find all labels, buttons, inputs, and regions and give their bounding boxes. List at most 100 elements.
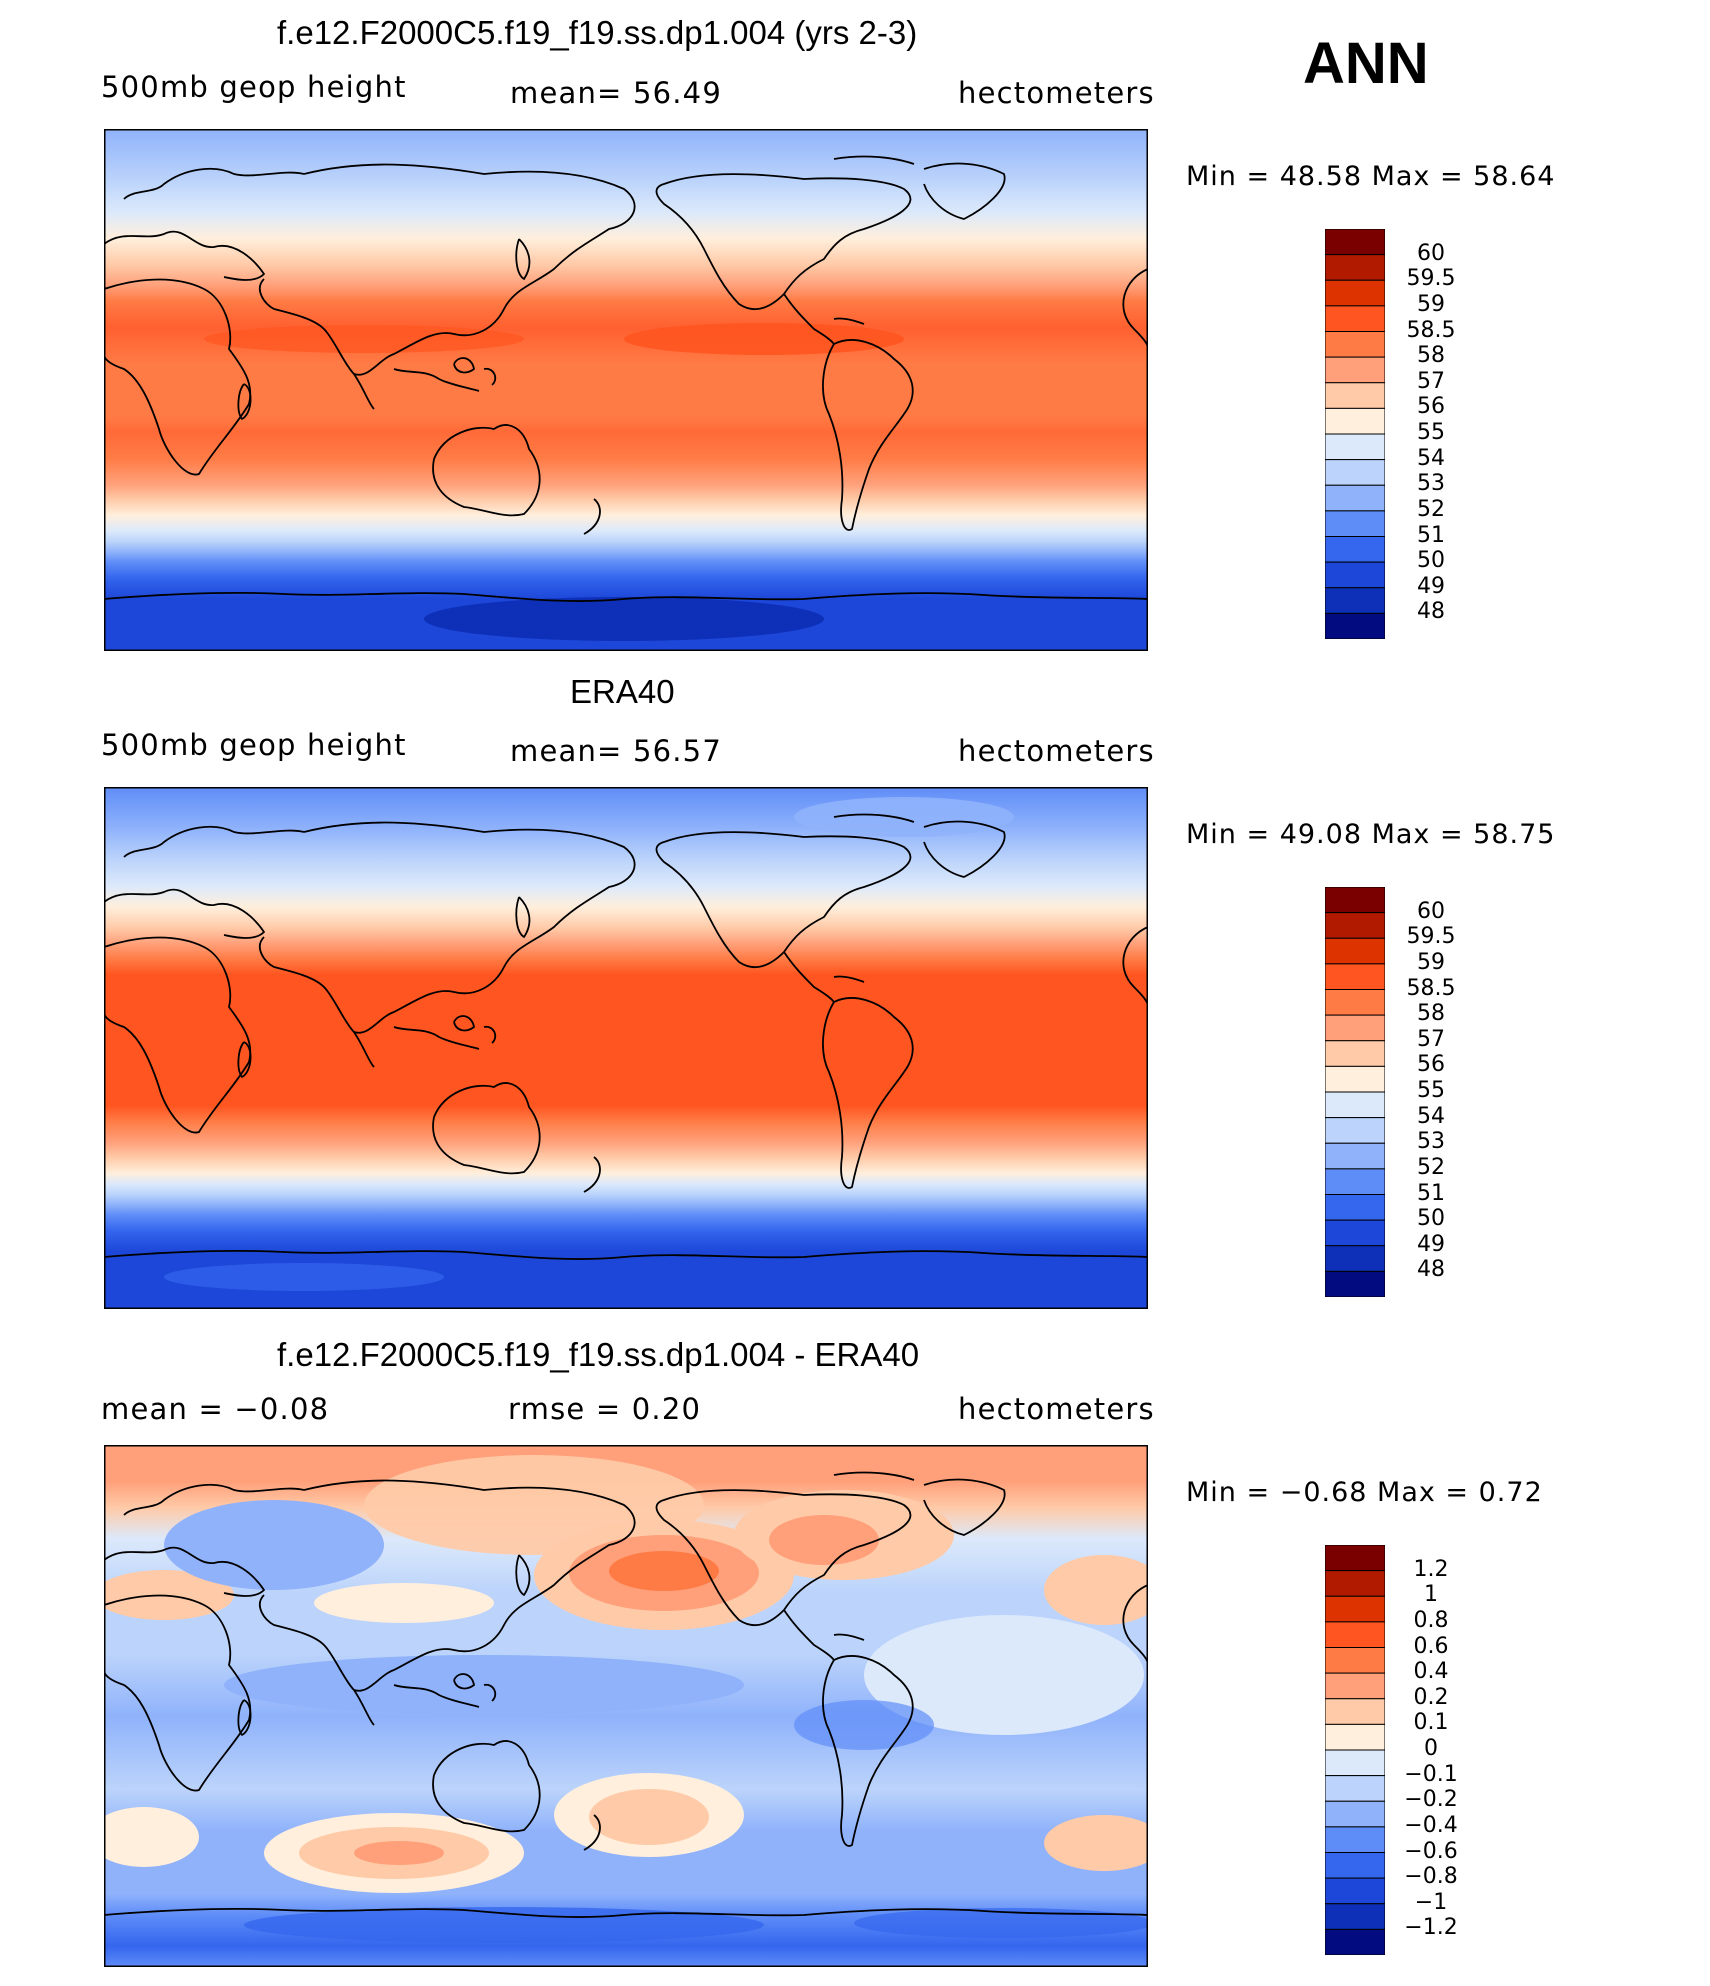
colorbar-tick-label: 60 <box>1417 240 1445 266</box>
colorbar-tick-label: 51 <box>1417 1180 1445 1206</box>
colorbar-tick-label: −0.8 <box>1404 1864 1458 1890</box>
colorbar-swatch <box>1324 331 1386 358</box>
colorbar-swatch <box>1324 1117 1386 1144</box>
panel-3-mean-label: mean = −0.08 <box>101 1392 330 1426</box>
panel-1-min-max: Min = 48.58 Max = 58.64 <box>1186 161 1556 192</box>
colorbar-tick-label: 53 <box>1417 471 1445 497</box>
colorbar-swatch <box>1324 433 1386 461</box>
panel-1-map <box>104 129 1148 651</box>
colorbar-tick-label: 1.2 <box>1413 1556 1449 1582</box>
colorbar-tick-label: 59 <box>1417 291 1445 317</box>
colorbar-tick-label: −1.2 <box>1404 1915 1458 1941</box>
colorbar-swatch <box>1324 1142 1386 1170</box>
colorbar-swatch <box>1324 536 1386 563</box>
panel-1-colorbar <box>1324 228 1386 643</box>
colorbar-tick-label: 0.6 <box>1413 1633 1449 1659</box>
panel-2-min-max: Min = 49.08 Max = 58.75 <box>1186 819 1556 850</box>
colorbar-tick-label: 60 <box>1417 898 1445 924</box>
colorbar-swatch <box>1324 989 1386 1016</box>
colorbar-tick-label: 48 <box>1417 1257 1445 1283</box>
colorbar-tick-label: 52 <box>1417 1154 1445 1180</box>
colorbar-tick-label: −1 <box>1414 1889 1448 1915</box>
colorbar-tick-label: 1 <box>1424 1582 1438 1608</box>
colorbar-swatch <box>1324 1621 1386 1648</box>
colorbar-swatch <box>1324 459 1386 486</box>
colorbar-swatch <box>1324 1544 1386 1572</box>
colorbar-swatch <box>1324 1672 1386 1700</box>
colorbar-tick-label: 51 <box>1417 522 1445 548</box>
colorbar-swatch <box>1324 1800 1386 1828</box>
colorbar-tick-label: 59.5 <box>1406 924 1456 950</box>
colorbar-swatch <box>1324 1826 1386 1853</box>
colorbar-swatch <box>1324 1219 1386 1247</box>
colorbar-swatch <box>1324 937 1386 965</box>
colorbar-tick-label: 55 <box>1417 420 1445 445</box>
colorbar-swatch <box>1324 1723 1386 1751</box>
colorbar-tick-label: 48 <box>1417 599 1445 625</box>
panel-3-title: f.e12.F2000C5.f19_f19.ss.dp1.004 - ERA40 <box>277 1336 920 1373</box>
colorbar-tick-label: 58.5 <box>1406 975 1456 1001</box>
colorbar-swatch <box>1324 1647 1386 1674</box>
colorbar-swatch <box>1324 279 1386 307</box>
colorbar-tick-label: 58.5 <box>1406 317 1456 343</box>
colorbar-swatch <box>1324 912 1386 939</box>
colorbar-swatch <box>1324 254 1386 281</box>
colorbar-swatch <box>1324 1775 1386 1802</box>
colorbar-swatch <box>1324 587 1386 614</box>
colorbar-tick-label: 58 <box>1417 1001 1445 1027</box>
colorbar-swatch <box>1324 561 1386 589</box>
panel-3-min-max: Min = −0.68 Max = 0.72 <box>1186 1477 1543 1508</box>
colorbar-swatch <box>1324 1903 1386 1930</box>
colorbar-tick-label: 58 <box>1417 343 1445 369</box>
colorbar-swatch <box>1324 305 1386 332</box>
colorbar-swatch <box>1324 484 1386 512</box>
colorbar-swatch <box>1324 1877 1386 1905</box>
colorbar-swatch <box>1324 382 1386 409</box>
colorbar-tick-label: 0.8 <box>1413 1607 1449 1633</box>
panel-1-units-label: hectometers <box>958 76 1155 110</box>
colorbar-tick-label: 54 <box>1417 1103 1445 1129</box>
panel-2-mean-label: mean= 56.57 <box>510 734 722 768</box>
season-label: ANN <box>1303 31 1429 96</box>
panel-2-units-label: hectometers <box>958 734 1155 768</box>
panel-1-mean-label: mean= 56.49 <box>510 76 722 110</box>
panel-2-title: ERA40 <box>570 673 675 710</box>
panel-3-colorbar-labels: 1.2 1 0.8 0.6 0.4 0.2 0.1 0 −0.1 −0.2 −0.4 −0.6 −0.8… <box>1402 1545 1492 1955</box>
panel-1-colorbar-labels: 60 59.5 59 58.5 58 57 56 55 54 53 52 51 50 49 48 <box>1402 229 1492 639</box>
colorbar-tick-label: −0.4 <box>1404 1812 1458 1838</box>
colorbar-tick-label: 57 <box>1417 1026 1445 1052</box>
panel-3-map <box>104 1445 1148 1967</box>
colorbar-swatch <box>1324 1595 1386 1623</box>
colorbar-swatch <box>1324 1928 1386 1956</box>
colorbar-swatch <box>1324 1014 1386 1042</box>
colorbar-swatch <box>1324 1168 1386 1195</box>
colorbar-tick-label: −0.2 <box>1404 1787 1458 1813</box>
colorbar-tick-label: 49 <box>1417 1231 1445 1257</box>
colorbar-tick-label: 54 <box>1417 445 1445 471</box>
colorbar-swatch <box>1324 1852 1386 1879</box>
panel-1-title: f.e12.F2000C5.f19_f19.ss.dp1.004 (yrs 2-… <box>277 14 918 51</box>
colorbar-swatch <box>1324 963 1386 990</box>
colorbar-swatch <box>1324 612 1386 640</box>
panel-1-variable-label: 500mb geop height <box>101 70 407 104</box>
colorbar-swatch <box>1324 1040 1386 1067</box>
panel-3-rmse-label: rmse = 0.20 <box>508 1392 702 1426</box>
panel-3-units-label: hectometers <box>958 1392 1155 1426</box>
colorbar-tick-label: 50 <box>1417 1206 1445 1232</box>
colorbar-tick-label: 59 <box>1417 949 1445 975</box>
colorbar-swatch <box>1324 356 1386 384</box>
colorbar-tick-label: 59.5 <box>1406 266 1456 292</box>
colorbar-tick-label: 0.1 <box>1413 1710 1449 1736</box>
colorbar-tick-label: 57 <box>1417 368 1445 394</box>
colorbar-swatch <box>1324 510 1386 537</box>
colorbar-tick-label: 0.2 <box>1413 1684 1449 1710</box>
colorbar-swatch <box>1324 1065 1386 1093</box>
colorbar-tick-label: 0.4 <box>1413 1659 1449 1685</box>
panel-2-colorbar-labels: 60 59.5 59 58.5 58 57 56 55 54 53 52 51 50 49 48 <box>1402 887 1492 1297</box>
colorbar-swatch <box>1324 407 1386 435</box>
colorbar-swatch <box>1324 1245 1386 1272</box>
panel-2-map <box>104 787 1148 1309</box>
colorbar-tick-label: 0 <box>1424 1736 1438 1761</box>
colorbar-tick-label: 52 <box>1417 496 1445 522</box>
colorbar-tick-label: 49 <box>1417 573 1445 599</box>
